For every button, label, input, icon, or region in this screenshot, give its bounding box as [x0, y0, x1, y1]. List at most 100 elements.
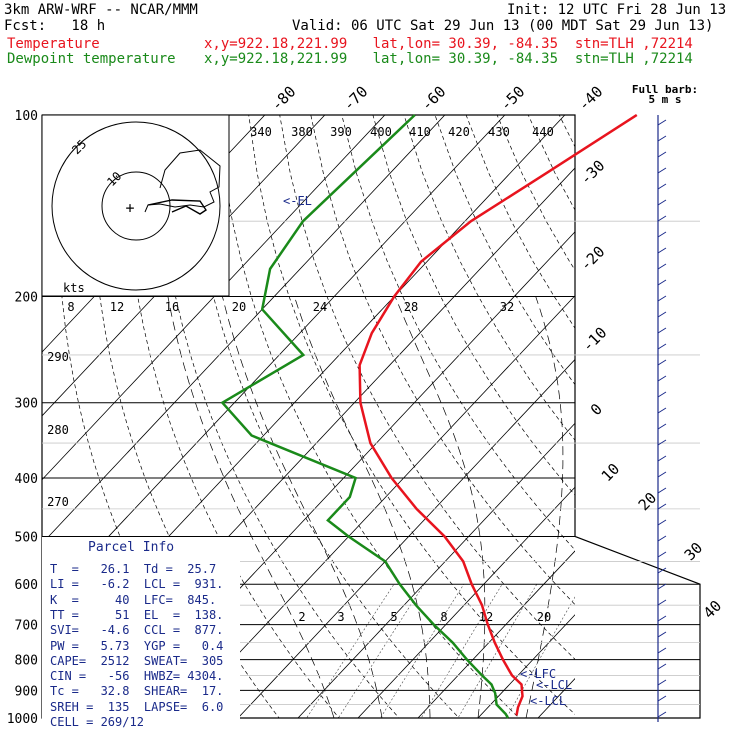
dry-adiabat	[590, 115, 740, 731]
wind-barb	[657, 423, 667, 430]
isotherm	[42, 115, 446, 545]
wind-barb	[657, 359, 667, 366]
theta-label: 340	[250, 125, 272, 139]
dry-adiabat	[186, 115, 460, 718]
isobar-label: 600	[15, 578, 38, 593]
lcl-label: <-LCL	[530, 694, 566, 708]
wind-barb	[657, 183, 667, 190]
wind-barb	[657, 455, 667, 462]
isobar-label: 900	[15, 684, 38, 699]
dry-adiabat	[465, 115, 575, 329]
el-label: <-EL	[283, 194, 312, 208]
dry-adiabat	[217, 115, 520, 718]
isotherm-label: -30	[577, 157, 609, 189]
theta-label: 270	[47, 495, 69, 509]
mixing-ratio-line	[420, 584, 503, 718]
isotherm-label: -40	[575, 83, 607, 115]
wind-barb	[657, 343, 667, 350]
hodograph-origin: +	[125, 199, 134, 217]
isotherm-label: 40	[700, 597, 726, 623]
moist-adiabat	[222, 296, 383, 718]
dry-adiabat	[684, 115, 740, 731]
parcel-info-panel: Parcel Info T = 26.1 Td = 25.7 LI = -6.2 …	[42, 537, 240, 729]
parcel-info-row: CIN = -56 HWBZ= 4304.	[50, 669, 224, 684]
init-time: Init: 12 UTC Fri 28 Jun 13	[507, 2, 727, 18]
isobar-label: 200	[15, 291, 38, 306]
wind-barb	[657, 215, 667, 222]
parcel-info-title: Parcel Info	[88, 540, 175, 555]
parcel-info-row: TT = 51 EL = 138.	[50, 607, 224, 622]
valid-time: Valid: 06 UTC Sat 29 Jun 13 (00 MDT Sat …	[292, 18, 714, 34]
temperature-series	[358, 113, 638, 716]
dewpoint-series	[220, 114, 510, 719]
isotherm-label: -60	[418, 83, 450, 115]
mixing-ratio-label: 5	[390, 610, 397, 624]
mixing-ratio-label: 2	[298, 610, 305, 624]
theta-label: 430	[488, 125, 510, 139]
wind-barb	[657, 711, 667, 718]
full-barb-label: Full barb:	[632, 83, 698, 96]
dry-adiabat	[341, 115, 575, 551]
mixing-ratio-label: 20	[537, 610, 551, 624]
isotherm-label: -20	[577, 243, 609, 275]
theta-label: 290	[47, 350, 69, 364]
dry-adiabat	[372, 115, 575, 496]
isotherm-label: 20	[635, 489, 661, 515]
wind-barb	[657, 535, 667, 542]
isobar-label: 400	[15, 472, 38, 487]
dry-adiabat	[155, 115, 400, 718]
wind-barb	[657, 647, 667, 654]
model-title: 3km ARW-WRF -- NCAR/MMM	[4, 2, 198, 18]
isotherm	[42, 115, 386, 481]
hodograph-axis-label: 16	[165, 300, 179, 314]
hodograph-axis-label: 28	[404, 300, 418, 314]
theta-label: 410	[409, 125, 431, 139]
wind-barb	[657, 519, 667, 526]
hodograph-axis-label: 24	[313, 300, 327, 314]
parcel-info-row: K = 40 LFC= 845.	[50, 592, 217, 607]
temperature-legend: Temperature	[7, 36, 100, 52]
isotherm	[477, 614, 575, 718]
mixing-ratio-line	[506, 596, 575, 718]
wind-barb	[657, 487, 667, 494]
mixing-ratio-line	[457, 584, 538, 718]
theta-label: 420	[448, 125, 470, 139]
isobar-label: 100	[15, 109, 38, 124]
lcl-label: <-LCL	[536, 678, 572, 692]
wind-barb	[657, 615, 667, 622]
isobar-label: 300	[15, 397, 38, 412]
isotherm	[357, 486, 575, 718]
wind-barb	[657, 695, 667, 702]
temperature-location: x,y=922.18,221.99 lat,lon= 30.39, -84.35…	[204, 36, 693, 52]
hodograph-axis-label: 12	[110, 300, 124, 314]
isotherm-label: -10	[579, 324, 611, 356]
mixing-ratio-label: 8	[440, 610, 447, 624]
parcel-info-row: CAPE= 2512 SWEAT= 305	[50, 653, 224, 668]
moist-adiabat	[294, 296, 431, 718]
dry-adiabat	[434, 115, 575, 386]
parcel-info-row: T = 26.1 Td = 25.7	[50, 562, 217, 576]
theta-label: 380	[291, 125, 313, 139]
hodograph-trace	[147, 199, 207, 215]
wind-barb	[657, 263, 667, 270]
wind-barb	[657, 295, 667, 302]
dry-adiabat	[621, 115, 740, 731]
wind-barb	[657, 167, 667, 174]
wind-barb	[657, 567, 667, 574]
dry-adiabat	[310, 115, 575, 606]
moist-adiabat	[394, 296, 486, 718]
wind-barb	[657, 631, 667, 638]
wind-barb	[657, 679, 667, 686]
parcel-info-row: PW = 5.73 YGP = 0.4	[50, 638, 224, 653]
wind-barb	[657, 327, 667, 334]
theta-label: 390	[330, 125, 352, 139]
isotherm-label: -80	[268, 83, 300, 115]
isobar-label: 500	[15, 530, 38, 545]
wind-barb	[657, 439, 667, 446]
wind-barb	[657, 407, 667, 414]
isotherm	[586, 115, 740, 731]
isotherm	[297, 422, 575, 718]
forecast-hour: Fcst: 18 h	[4, 18, 106, 34]
isotherm-label: -50	[497, 83, 529, 115]
